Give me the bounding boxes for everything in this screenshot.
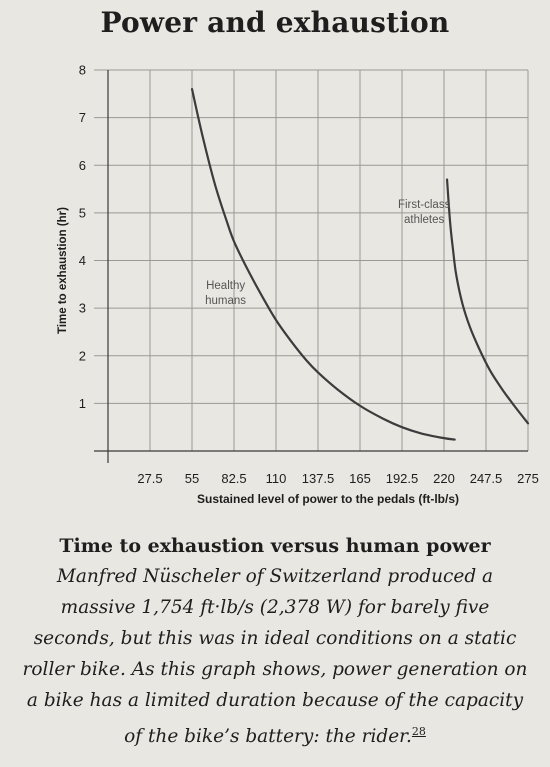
chart-area: 27.5 55 82.5 110 137.5 165 192.5 220 247.5 275 1 2 3… [57, 63, 539, 507]
x-axis-label: Sustained level of power to the pedals (… [197, 492, 459, 506]
series-label-line: athletes [404, 214, 445, 226]
x-tick-label: 220 [433, 471, 455, 486]
x-tick-label: 110 [266, 471, 287, 486]
y-tick-label: 7 [79, 110, 86, 125]
y-tick-label: 5 [79, 205, 86, 220]
grid [94, 69, 529, 451]
series-label-line: humans [205, 295, 246, 307]
series-curve-healthy-humans [190, 87, 456, 441]
axes: 27.5 55 82.5 110 137.5 165 192.5 220 247.5 275 1 2 3… [79, 63, 539, 487]
x-tick-label: 192.5 [386, 471, 419, 486]
y-tick-label: 2 [79, 348, 86, 363]
y-tick-label: 1 [79, 396, 86, 411]
x-tick-label: 82.5 [221, 471, 246, 486]
x-tick-label: 55 [185, 471, 199, 486]
y-tick-label: 6 [79, 158, 86, 173]
caption: Time to exhaustion versus human power Ma… [20, 535, 530, 752]
y-tick-label: 3 [79, 301, 86, 316]
page-title: Power and exhaustion [100, 6, 450, 39]
series-curve-first-class-athletes [445, 178, 530, 425]
y-tick-label: 8 [79, 63, 86, 78]
footnote-ref[interactable]: 28 [411, 725, 426, 738]
x-tick-label: 165 [349, 471, 371, 486]
series-label-first-class-athletes: First-class athletes [398, 199, 451, 226]
x-tick-label: 247.5 [470, 471, 503, 486]
series-labels: Healthy humans First-class athletes [205, 199, 450, 307]
caption-body: Manfred Nüscheler of Switzerland produce… [20, 561, 530, 752]
x-tick-label: 137.5 [302, 471, 335, 486]
x-tick-label: 275 [517, 471, 539, 486]
curves [190, 87, 530, 441]
x-tick-label: 27.5 [137, 471, 162, 486]
y-tick-label: 4 [79, 253, 86, 268]
series-label-line: Healthy [206, 280, 245, 292]
caption-heading: Time to exhaustion versus human power [59, 535, 491, 557]
series-label-healthy-humans: Healthy humans [205, 280, 246, 307]
series-label-line: First-class [398, 199, 451, 211]
y-axis-label: Time to exhaustion (hr) [57, 207, 69, 334]
caption-body-text: Manfred Nüscheler of Switzerland produce… [22, 566, 528, 748]
